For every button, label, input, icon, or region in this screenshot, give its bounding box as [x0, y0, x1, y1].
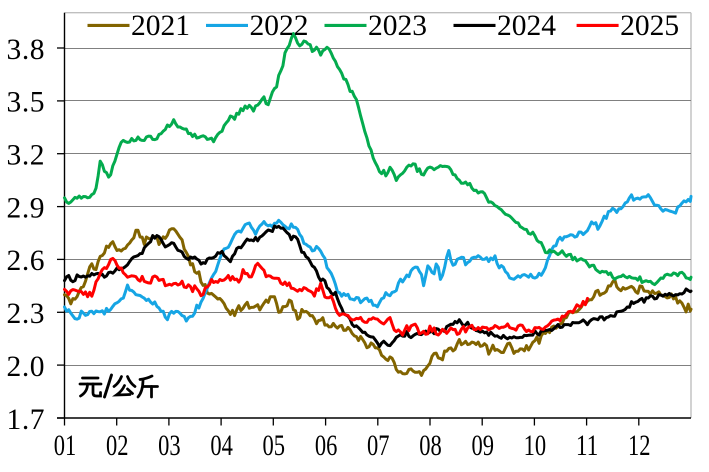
svg-text:05: 05 — [263, 430, 286, 462]
svg-text:06: 06 — [315, 430, 338, 462]
svg-text:2024: 2024 — [497, 10, 556, 42]
svg-text:2021: 2021 — [131, 10, 190, 42]
svg-text:2022: 2022 — [250, 10, 309, 42]
svg-text:08: 08 — [419, 430, 442, 462]
svg-text:04: 04 — [210, 430, 233, 462]
svg-text:10: 10 — [524, 430, 547, 462]
svg-text:1.7: 1.7 — [7, 404, 45, 436]
svg-text:12: 12 — [628, 430, 651, 462]
svg-text:09: 09 — [471, 430, 494, 462]
svg-text:2.6: 2.6 — [7, 245, 45, 277]
svg-text:03: 03 — [158, 430, 181, 462]
svg-text:3.5: 3.5 — [7, 87, 45, 119]
svg-text:2.9: 2.9 — [7, 192, 45, 224]
svg-text:01: 01 — [54, 430, 77, 462]
svg-text:07: 07 — [367, 430, 390, 462]
svg-text:2025: 2025 — [620, 10, 679, 42]
svg-text:2.0: 2.0 — [7, 351, 45, 383]
svg-text:3.8: 3.8 — [7, 34, 45, 66]
svg-text:3.2: 3.2 — [7, 140, 45, 172]
svg-text:2023: 2023 — [368, 10, 427, 42]
svg-text:2.3: 2.3 — [7, 298, 45, 330]
svg-text:11: 11 — [576, 430, 599, 462]
svg-text:02: 02 — [106, 430, 129, 462]
